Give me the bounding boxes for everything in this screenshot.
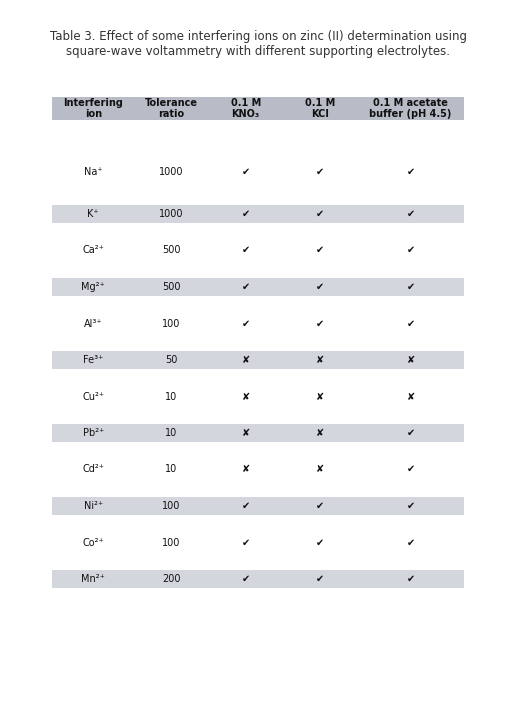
Text: ✔: ✔	[316, 574, 324, 584]
Bar	[52, 424, 464, 442]
Bar	[52, 497, 464, 515]
Text: ✘: ✘	[316, 464, 324, 474]
Text: ✔: ✔	[241, 167, 250, 177]
Text: ✔: ✔	[407, 501, 414, 511]
Text: ✔: ✔	[407, 245, 414, 255]
Text: ✔: ✔	[316, 538, 324, 548]
Bar	[52, 570, 464, 588]
Text: 100: 100	[163, 319, 181, 329]
Text: ✔: ✔	[407, 464, 414, 474]
Text: ✔: ✔	[241, 319, 250, 329]
Text: ✘: ✘	[316, 428, 324, 438]
Text: ✔: ✔	[316, 209, 324, 219]
Bar	[52, 278, 464, 296]
Text: ✔: ✔	[407, 428, 414, 438]
Text: 0.1 M
KNO₃: 0.1 M KNO₃	[231, 98, 261, 119]
Text: ✔: ✔	[407, 167, 414, 177]
Bar	[52, 163, 464, 181]
Text: ✔: ✔	[407, 209, 414, 219]
Text: Cd²⁺: Cd²⁺	[82, 464, 104, 474]
Text: Tolerance
ratio: Tolerance ratio	[145, 98, 198, 119]
Text: 10: 10	[165, 464, 178, 474]
Text: ✔: ✔	[316, 319, 324, 329]
Text: 10: 10	[165, 392, 178, 402]
Bar	[52, 97, 464, 120]
Text: Mn²⁺: Mn²⁺	[81, 574, 105, 584]
Text: 100: 100	[163, 538, 181, 548]
Text: 0.1 M
KCl: 0.1 M KCl	[304, 98, 335, 119]
Text: Table 3. Effect of some interfering ions on zinc (II) determination using: Table 3. Effect of some interfering ions…	[50, 30, 466, 43]
Bar	[52, 534, 464, 552]
Bar	[52, 205, 464, 223]
Text: Mg²⁺: Mg²⁺	[82, 282, 105, 292]
Text: ✘: ✘	[241, 464, 250, 474]
Text: ✔: ✔	[241, 574, 250, 584]
Text: ✘: ✘	[407, 355, 414, 365]
Text: Interfering
ion: Interfering ion	[63, 98, 123, 119]
Bar	[52, 315, 464, 333]
Bar	[52, 388, 464, 406]
Text: Ni²⁺: Ni²⁺	[84, 501, 103, 511]
Text: square-wave voltammetry with different supporting electrolytes.: square-wave voltammetry with different s…	[66, 45, 450, 58]
Text: 10: 10	[165, 428, 178, 438]
Text: ✔: ✔	[241, 209, 250, 219]
Text: Na⁺: Na⁺	[84, 167, 103, 177]
Text: 500: 500	[162, 282, 181, 292]
Text: ✔: ✔	[316, 245, 324, 255]
Text: ✔: ✔	[407, 319, 414, 329]
Text: Ca²⁺: Ca²⁺	[82, 245, 104, 255]
Text: 0.1 M acetate
buffer (pH 4.5): 0.1 M acetate buffer (pH 4.5)	[369, 98, 452, 119]
Text: 500: 500	[162, 245, 181, 255]
Text: ✔: ✔	[316, 282, 324, 292]
Text: 1000: 1000	[159, 167, 184, 177]
Text: ✘: ✘	[241, 392, 250, 402]
Text: Cu²⁺: Cu²⁺	[82, 392, 104, 402]
Text: ✔: ✔	[241, 245, 250, 255]
Text: ✘: ✘	[316, 392, 324, 402]
Text: ✘: ✘	[407, 392, 414, 402]
Text: ✔: ✔	[316, 167, 324, 177]
Text: ✔: ✔	[407, 574, 414, 584]
Bar	[52, 460, 464, 478]
Text: 50: 50	[165, 355, 178, 365]
Text: ✔: ✔	[241, 538, 250, 548]
Text: 100: 100	[163, 501, 181, 511]
Text: ✔: ✔	[316, 501, 324, 511]
Text: ✔: ✔	[241, 501, 250, 511]
Bar	[52, 241, 464, 259]
Text: 200: 200	[162, 574, 181, 584]
Text: ✘: ✘	[316, 355, 324, 365]
Bar	[52, 351, 464, 369]
Text: Fe³⁺: Fe³⁺	[83, 355, 103, 365]
Text: 1000: 1000	[159, 209, 184, 219]
Text: ✘: ✘	[241, 355, 250, 365]
Text: ✔: ✔	[407, 538, 414, 548]
Text: ✘: ✘	[241, 428, 250, 438]
Text: K⁺: K⁺	[87, 209, 99, 219]
Text: ✔: ✔	[241, 282, 250, 292]
Text: ✔: ✔	[407, 282, 414, 292]
Text: Pb²⁺: Pb²⁺	[83, 428, 104, 438]
Text: Al³⁺: Al³⁺	[84, 319, 103, 329]
Text: Co²⁺: Co²⁺	[83, 538, 104, 548]
